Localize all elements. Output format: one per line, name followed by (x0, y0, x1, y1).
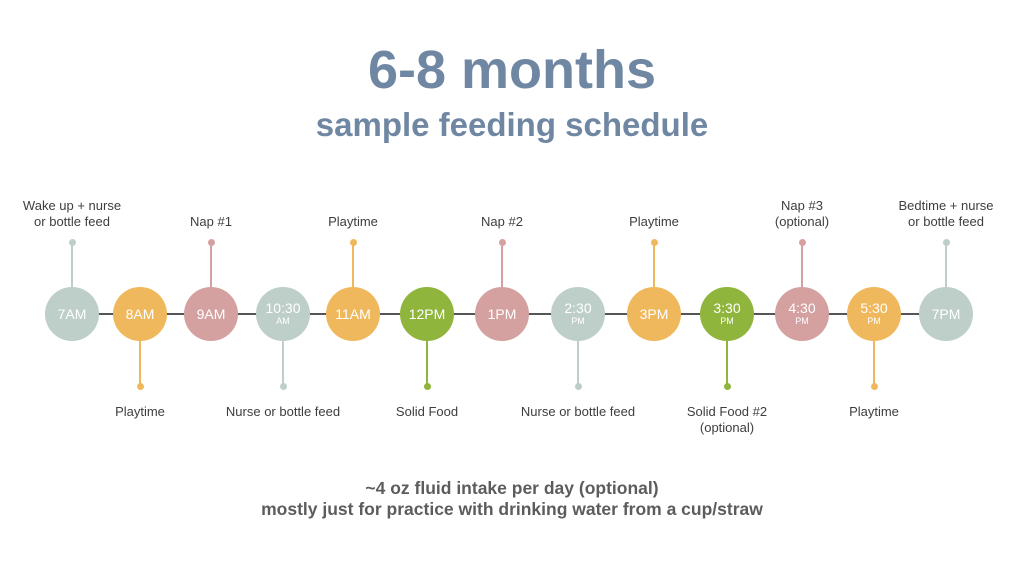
time-label: 3PM (639, 305, 669, 322)
time-label: 3:30 (713, 300, 741, 316)
ampm-label: AM (276, 316, 290, 326)
footer-line-1: ~4 oz fluid intake per day (optional) (365, 478, 659, 498)
time-circle: 12PM (400, 287, 454, 341)
time-circle: 3:30 PM (700, 287, 754, 341)
ampm-label: PM (867, 316, 881, 326)
activity-label: Bedtime + nurse or bottle feed (898, 198, 994, 229)
activity-label: Nurse or bottle feed (225, 404, 341, 419)
time-circle: 7PM (919, 287, 973, 341)
ampm-label: PM (720, 316, 734, 326)
timeline-stem (139, 314, 141, 386)
timeline-dot (723, 382, 731, 390)
timeline-stem (501, 242, 503, 314)
timeline-stem (945, 242, 947, 314)
timeline-stem (726, 314, 728, 386)
activity-label: Nap #2 (481, 214, 523, 229)
activity-label: Solid Food #2 (optional) (686, 404, 768, 435)
timeline-stem (282, 314, 284, 386)
time-label: 11AM (335, 305, 371, 322)
timeline-stem (426, 314, 428, 386)
timeline-dot (279, 382, 287, 390)
time-circle: 2:30 PM (551, 287, 605, 341)
page-title: 6-8 months (367, 40, 657, 100)
timeline-dot (942, 238, 950, 246)
time-label: 8AM (125, 305, 155, 322)
page-subtitle: sample feeding schedule (315, 106, 709, 143)
timeline-dot (207, 238, 215, 246)
ampm-label: PM (795, 316, 809, 326)
activity-label: Nap #1 (190, 214, 232, 229)
time-label: 5:30 (860, 300, 888, 316)
timeline-stem (71, 242, 73, 314)
timeline-dot (349, 238, 357, 246)
timeline-dot (136, 382, 144, 390)
time-label: 1PM (487, 305, 517, 322)
timeline-stem (577, 314, 579, 386)
footer-line-2: mostly just for practice with drinking w… (261, 499, 763, 519)
activity-label: Wake up + nurse or bottle feed (22, 198, 122, 229)
time-label: 12PM (408, 305, 446, 322)
time-label: 10:30 (265, 300, 301, 316)
activity-label: Nurse or bottle feed (520, 404, 636, 419)
timeline-stem (873, 314, 875, 386)
timeline-stem (210, 242, 212, 314)
time-circle: 11AM (326, 287, 380, 341)
timeline-stem (352, 242, 354, 314)
timeline-dot (498, 238, 506, 246)
activity-label: Playtime (849, 404, 899, 419)
activity-label: Playtime (328, 214, 378, 229)
activity-label: Playtime (629, 214, 679, 229)
activity-label: Playtime (115, 404, 165, 419)
ampm-label: PM (571, 316, 585, 326)
timeline-stem (801, 242, 803, 314)
time-label: 2:30 (564, 300, 592, 316)
time-circle: 10:30 AM (256, 287, 310, 341)
time-circle: 4:30 PM (775, 287, 829, 341)
time-circle: 3PM (627, 287, 681, 341)
time-circle: 7AM (45, 287, 99, 341)
timeline-dot (423, 382, 431, 390)
time-label: 4:30 (788, 300, 816, 316)
time-circle: 1PM (475, 287, 529, 341)
activity-label: Nap #3 (optional) (774, 198, 830, 229)
time-circle: 9AM (184, 287, 238, 341)
timeline-dot (870, 382, 878, 390)
activity-label: Solid Food (395, 404, 459, 419)
timeline-dot (68, 238, 76, 246)
timeline-dot (650, 238, 658, 246)
time-circle: 8AM (113, 287, 167, 341)
timeline-dot (574, 382, 582, 390)
time-label: 7PM (931, 305, 961, 322)
timeline-stem (653, 242, 655, 314)
time-label: 9AM (196, 305, 226, 322)
timeline-dot (798, 238, 806, 246)
time-label: 7AM (57, 305, 87, 322)
time-circle: 5:30 PM (847, 287, 901, 341)
